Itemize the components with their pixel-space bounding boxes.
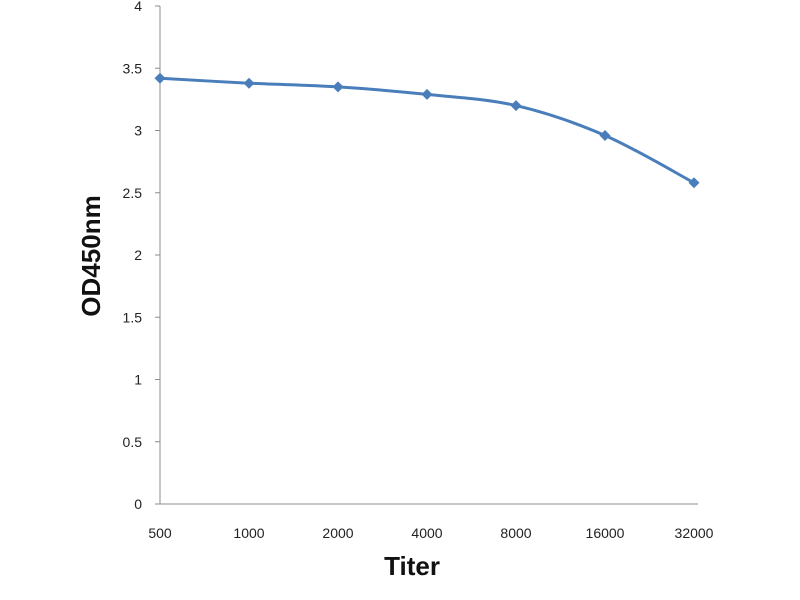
y-tick-label: 0.5 <box>123 434 143 450</box>
x-tick-label: 16000 <box>586 525 625 541</box>
y-axis-title: OD450nm <box>76 195 106 316</box>
data-point-marker <box>599 129 611 141</box>
x-tick-label: 4000 <box>411 525 442 541</box>
series-markers <box>154 72 700 189</box>
y-tick-label: 4 <box>134 0 142 14</box>
x-axis-title: Titer <box>384 551 440 581</box>
y-tick-label: 2.5 <box>123 185 143 201</box>
x-tick-label: 32000 <box>675 525 714 541</box>
y-tick-label: 3 <box>134 123 142 139</box>
x-tick-label: 500 <box>148 525 172 541</box>
data-point-marker <box>243 77 255 89</box>
x-tick-label: 8000 <box>500 525 531 541</box>
x-tick-labels: 500 1000 2000 4000 8000 16000 32000 <box>148 525 713 541</box>
data-point-marker <box>154 72 166 84</box>
data-point-marker <box>510 100 522 112</box>
y-tick-label: 3.5 <box>123 60 143 76</box>
data-point-marker <box>332 81 344 93</box>
data-point-marker <box>688 177 700 189</box>
y-tick-labels: 0 0.5 1 1.5 2 2.5 3 3.5 4 <box>123 0 160 512</box>
y-tick-label: 1.5 <box>123 309 143 325</box>
y-tick-label: 1 <box>134 372 142 388</box>
y-tick-label: 2 <box>134 247 142 263</box>
data-point-marker <box>421 88 433 100</box>
y-tick-label: 0 <box>134 496 142 512</box>
x-tick-label: 1000 <box>233 525 264 541</box>
x-tick-label: 2000 <box>322 525 353 541</box>
axes <box>159 6 698 505</box>
